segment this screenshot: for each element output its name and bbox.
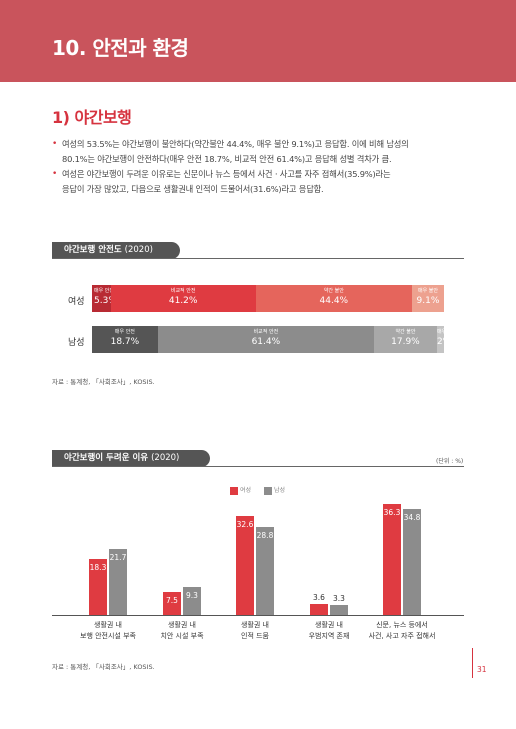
segment-value: 9.1% <box>416 296 440 306</box>
chart2-source: 자료 : 통계청, 「사회조사」, KOSIS. <box>52 663 155 671</box>
stack-segment: 매우 안전 5.3% <box>92 285 117 312</box>
chart1-year: (2020) <box>124 245 153 255</box>
segment-name: 약간 불안 <box>395 329 416 335</box>
row-label-male: 남성 <box>68 338 85 348</box>
bar-male <box>403 508 421 615</box>
chart2-unit: (단위 : %) <box>436 458 464 465</box>
legend-female: 여성 <box>230 486 251 495</box>
bar-male <box>183 586 201 615</box>
legend-label-female: 여성 <box>240 487 252 494</box>
segment-name: 매우 불안 <box>436 329 457 335</box>
bar-value-label: 9.3 <box>186 590 198 600</box>
segment-name: 비교적 안전 <box>253 329 279 335</box>
segment-value: 5.3% <box>94 296 117 306</box>
stack-segment: 약간 불안 17.9% <box>373 326 437 353</box>
category-label-line: 사건, 사고 자주 접해서 <box>368 632 436 640</box>
stack-segment: 매우 안전 18.7% <box>92 326 158 353</box>
segment-name: 매우 불안 <box>417 288 438 294</box>
bullet-item: • 여성은 야간보행이 두려운 이유로는 신문이나 뉴스 등에서 사건ㆍ사고를 … <box>52 167 472 197</box>
bar-female <box>236 515 254 615</box>
chart1-source: 자료 : 통계청, 「사회조사」, KOSIS. <box>52 378 155 386</box>
legend-swatch-female <box>230 486 238 495</box>
bar-male <box>256 527 274 615</box>
bar-female <box>310 604 328 615</box>
bar-female <box>89 559 107 615</box>
segment-name: 비교적 안전 <box>170 288 196 294</box>
bullet-text-line: 응답이 가장 많았고, 다음으로 생활권내 인적이 드물어서(31.6%)라고 … <box>62 184 324 194</box>
segment-value: 2% <box>436 337 452 347</box>
bullet-text-line: 여성은 야간보행이 두려운 이유로는 신문이나 뉴스 등에서 사건ㆍ사고를 자주… <box>62 169 391 179</box>
page-number-rule <box>472 648 473 678</box>
bar-value-label: 28.8 <box>256 531 274 541</box>
bar-value-label: 3.6 <box>313 593 325 603</box>
bullet-icon: • <box>52 169 58 179</box>
bar-female <box>163 592 181 615</box>
stack-segment: 비교적 안전 61.4% <box>157 326 374 353</box>
chart1-title-tab: 야간보행 안전도 (2020) <box>52 242 180 259</box>
segment-name: 약간 불안 <box>323 288 344 294</box>
bar-value-label: 21.7 <box>109 552 127 562</box>
bar-value-label: 34.8 <box>403 512 421 522</box>
chart2-year: (2020) <box>151 453 180 463</box>
bullet-text-line: 여성의 53.5%는 야간보행이 불안하다(약간불안 44.4%, 매우 불안 … <box>62 139 409 149</box>
category-label-line: 보행 안전시설 부족 <box>80 632 136 640</box>
bar-female <box>383 504 401 615</box>
category-label-line: 인적 드뭄 <box>241 632 269 640</box>
page-number: 31 <box>477 665 487 674</box>
segment-value: 17.9% <box>391 337 420 347</box>
category-label-line: 치안 시설 부족 <box>160 632 204 640</box>
section-title: 1) 야간보행 <box>52 108 132 127</box>
stack-segment: 매우 불안 9.1% <box>411 285 444 312</box>
chapter-header-band: 10. 안전과 환경 <box>0 0 516 82</box>
segment-value: 61.4% <box>251 337 281 347</box>
stack-segment: 비교적 안전 41.2% <box>110 285 256 312</box>
chart1-title: 야간보행 안전도 <box>64 245 122 255</box>
bar-value-label: 36.3 <box>383 508 401 518</box>
segment-name: 매우 안전 <box>94 288 114 294</box>
chart2-title-tab: 야간보행이 두려운 이유 (2020) <box>52 450 210 467</box>
legend-label-male: 남성 <box>274 487 286 494</box>
chart2-rule <box>52 466 464 467</box>
bar-value-label: 7.5 <box>166 596 178 606</box>
bar-value-label: 32.6 <box>236 519 254 529</box>
category-label-line: 우범지역 존재 <box>308 632 350 640</box>
segment-value: 44.4% <box>319 296 349 306</box>
bar-male <box>109 548 127 615</box>
chart1-rule <box>52 258 464 259</box>
segment-name: 매우 안전 <box>114 329 135 335</box>
category-label-line: 생활권 내 <box>94 621 122 629</box>
legend-male: 남성 <box>264 486 285 495</box>
bar-value-label: 3.3 <box>333 593 345 603</box>
chapter-title: 10. 안전과 환경 <box>52 36 189 60</box>
legend-swatch-male <box>264 486 272 495</box>
stack-segment: 매우 불안 2% <box>436 326 457 353</box>
summary-bullets: • 여성의 53.5%는 야간보행이 불안하다(약간불안 44.4%, 매우 불… <box>52 137 472 197</box>
category-label-line: 생활권 내 <box>168 621 196 629</box>
x-axis-line <box>52 615 464 616</box>
category-label-line: 생활권 내 <box>315 621 343 629</box>
bullet-text-line: 80.1%는 야간보행이 안전하다(매우 안전 18.7%, 비교적 안전 61… <box>62 154 392 164</box>
row-label-female: 여성 <box>68 297 85 307</box>
stack-segment: 약간 불안 44.4% <box>255 285 412 312</box>
bar-value-label: 18.3 <box>89 563 107 573</box>
segment-value: 18.7% <box>110 337 140 347</box>
bullet-item: • 여성의 53.5%는 야간보행이 불안하다(약간불안 44.4%, 매우 불… <box>52 137 472 167</box>
category-label-line: 신문, 뉴스 등에서 <box>376 621 428 629</box>
category-label-line: 생활권 내 <box>241 621 269 629</box>
chart2-title: 야간보행이 두려운 이유 <box>64 453 149 463</box>
bullet-icon: • <box>52 139 58 149</box>
segment-value: 41.2% <box>168 296 198 306</box>
bar-male <box>330 604 348 615</box>
